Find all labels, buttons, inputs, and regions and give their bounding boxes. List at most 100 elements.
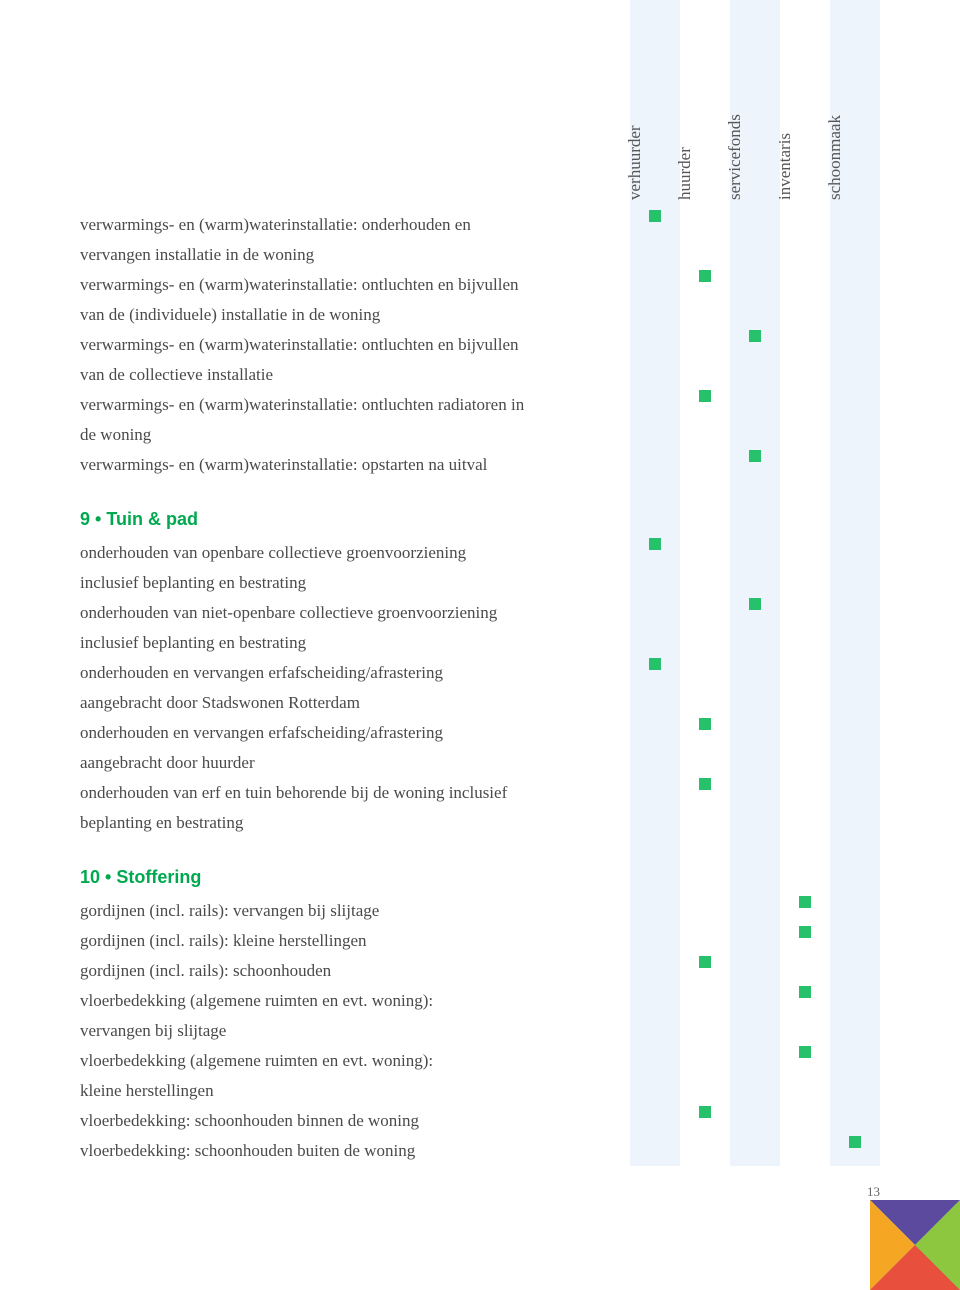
cell-schoonmaak xyxy=(830,658,880,670)
cell-huurder xyxy=(680,390,730,402)
responsibility-table: verhuurderhuurderservicefondsinventariss… xyxy=(80,0,880,1166)
cell-schoonmaak xyxy=(830,926,880,938)
row-label: onderhouden en vervangen erfafscheiding/… xyxy=(80,718,630,748)
cell-schoonmaak xyxy=(830,598,880,610)
row-columns xyxy=(630,956,880,968)
cell-servicefonds xyxy=(730,778,780,790)
cell-verhuurder xyxy=(630,896,680,908)
marker-icon xyxy=(699,718,711,730)
table-row: van de collectieve installatie xyxy=(80,360,880,390)
cell-inventaris xyxy=(780,598,830,610)
table-row: verwarmings- en (warm)waterinstallatie: … xyxy=(80,390,880,420)
table-row: onderhouden en vervangen erfafscheiding/… xyxy=(80,718,880,748)
row-label: van de (individuele) installatie in de w… xyxy=(80,300,630,330)
cell-inventaris xyxy=(780,718,830,730)
row-columns xyxy=(630,1106,880,1118)
row-columns xyxy=(630,896,880,908)
cell-inventaris xyxy=(780,658,830,670)
cell-huurder xyxy=(680,1136,730,1148)
page-number: 13 xyxy=(867,1184,880,1200)
cell-servicefonds xyxy=(730,270,780,282)
cell-huurder xyxy=(680,1106,730,1118)
cell-huurder xyxy=(680,956,730,968)
cell-inventaris xyxy=(780,986,830,998)
cell-servicefonds xyxy=(730,450,780,462)
row-columns xyxy=(630,986,880,998)
row-label: vloerbedekking (algemene ruimten en evt.… xyxy=(80,986,630,1016)
marker-icon xyxy=(799,926,811,938)
table-row: vervangen bij slijtage xyxy=(80,1016,880,1046)
cell-huurder xyxy=(680,270,730,282)
cell-huurder xyxy=(680,658,730,670)
cell-verhuurder xyxy=(630,330,680,342)
row-label: onderhouden en vervangen erfafscheiding/… xyxy=(80,658,630,688)
column-header-label: verhuurder xyxy=(625,125,645,200)
marker-icon xyxy=(749,598,761,610)
cell-servicefonds xyxy=(730,718,780,730)
row-label: vloerbedekking: schoonhouden buiten de w… xyxy=(80,1136,630,1166)
cell-inventaris xyxy=(780,926,830,938)
row-label: verwarmings- en (warm)waterinstallatie: … xyxy=(80,330,630,360)
cell-inventaris xyxy=(780,896,830,908)
table-row: gordijnen (incl. rails): vervangen bij s… xyxy=(80,896,880,926)
row-columns xyxy=(630,210,880,222)
row-label: van de collectieve installatie xyxy=(80,360,630,390)
marker-icon xyxy=(649,658,661,670)
column-header-huurder: huurder xyxy=(680,0,730,210)
cell-inventaris xyxy=(780,1106,830,1118)
cell-schoonmaak xyxy=(830,330,880,342)
table-row: verwarmings- en (warm)waterinstallatie: … xyxy=(80,270,880,300)
cell-verhuurder xyxy=(630,270,680,282)
cell-huurder xyxy=(680,926,730,938)
row-columns xyxy=(630,1136,880,1148)
marker-icon xyxy=(799,896,811,908)
column-header-label: schoonmaak xyxy=(825,115,845,200)
cell-servicefonds xyxy=(730,658,780,670)
marker-icon xyxy=(699,956,711,968)
cell-verhuurder xyxy=(630,210,680,222)
cell-inventaris xyxy=(780,956,830,968)
cell-schoonmaak xyxy=(830,896,880,908)
section-title-row: 9 • Tuin & pad xyxy=(80,480,880,538)
row-label: onderhouden van erf en tuin behorende bi… xyxy=(80,778,630,808)
column-header-schoonmaak: schoonmaak xyxy=(830,0,880,210)
row-columns xyxy=(630,598,880,610)
cell-servicefonds xyxy=(730,896,780,908)
row-label: verwarmings- en (warm)waterinstallatie: … xyxy=(80,270,630,300)
cell-schoonmaak xyxy=(830,538,880,550)
column-header-label: inventaris xyxy=(775,133,795,200)
cell-verhuurder xyxy=(630,986,680,998)
cell-verhuurder xyxy=(630,598,680,610)
cell-schoonmaak xyxy=(830,778,880,790)
column-header-servicefonds: servicefonds xyxy=(730,0,780,210)
cell-huurder xyxy=(680,538,730,550)
table-row: onderhouden van niet-openbare collectiev… xyxy=(80,598,880,628)
table-row: vervangen installatie in de woning xyxy=(80,240,880,270)
cell-servicefonds xyxy=(730,1046,780,1058)
table-rows: verwarmings- en (warm)waterinstallatie: … xyxy=(80,210,880,1166)
cell-inventaris xyxy=(780,210,830,222)
section-title-row: 10 • Stoffering xyxy=(80,838,880,896)
cell-huurder xyxy=(680,718,730,730)
row-label: aangebracht door huurder xyxy=(80,748,630,778)
cell-verhuurder xyxy=(630,1106,680,1118)
table-row: verwarmings- en (warm)waterinstallatie: … xyxy=(80,330,880,360)
cell-servicefonds xyxy=(730,956,780,968)
row-label: vervangen installatie in de woning xyxy=(80,240,630,270)
marker-icon xyxy=(699,390,711,402)
table-row: onderhouden en vervangen erfafscheiding/… xyxy=(80,658,880,688)
cell-inventaris xyxy=(780,270,830,282)
row-label: gordijnen (incl. rails): kleine herstell… xyxy=(80,926,630,956)
row-columns xyxy=(630,450,880,462)
content-area: verwarmings- en (warm)waterinstallatie: … xyxy=(80,80,880,1166)
row-label: vloerbedekking: schoonhouden binnen de w… xyxy=(80,1106,630,1136)
cell-huurder xyxy=(680,210,730,222)
cell-inventaris xyxy=(780,1136,830,1148)
table-row: gordijnen (incl. rails): kleine herstell… xyxy=(80,926,880,956)
cell-huurder xyxy=(680,450,730,462)
column-header-verhuurder: verhuurder xyxy=(630,0,680,210)
row-label: verwarmings- en (warm)waterinstallatie: … xyxy=(80,450,630,480)
row-label: onderhouden van openbare collectieve gro… xyxy=(80,538,630,568)
row-columns xyxy=(630,718,880,730)
row-label: aangebracht door Stadswonen Rotterdam xyxy=(80,688,630,718)
